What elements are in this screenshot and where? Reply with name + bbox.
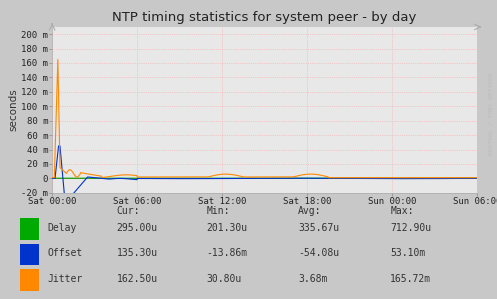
Text: 135.30u: 135.30u bbox=[117, 248, 158, 258]
Text: 162.50u: 162.50u bbox=[117, 274, 158, 284]
Text: -13.86m: -13.86m bbox=[206, 248, 248, 258]
Text: Jitter: Jitter bbox=[47, 274, 83, 284]
Text: -54.08u: -54.08u bbox=[298, 248, 339, 258]
Text: 712.90u: 712.90u bbox=[390, 223, 431, 233]
Text: Max:: Max: bbox=[390, 206, 414, 216]
FancyBboxPatch shape bbox=[20, 269, 39, 291]
Text: Avg:: Avg: bbox=[298, 206, 322, 216]
Text: 335.67u: 335.67u bbox=[298, 223, 339, 233]
Text: 165.72m: 165.72m bbox=[390, 274, 431, 284]
Text: Min:: Min: bbox=[206, 206, 230, 216]
Title: NTP timing statistics for system peer - by day: NTP timing statistics for system peer - … bbox=[112, 11, 417, 24]
FancyBboxPatch shape bbox=[20, 218, 39, 239]
Text: Delay: Delay bbox=[47, 223, 77, 233]
Text: 3.68m: 3.68m bbox=[298, 274, 328, 284]
Text: Offset: Offset bbox=[47, 248, 83, 258]
Text: 53.10m: 53.10m bbox=[390, 248, 425, 258]
FancyBboxPatch shape bbox=[20, 244, 39, 265]
Text: 201.30u: 201.30u bbox=[206, 223, 248, 233]
Y-axis label: seconds: seconds bbox=[8, 89, 18, 131]
Text: 295.00u: 295.00u bbox=[117, 223, 158, 233]
Text: Cur:: Cur: bbox=[117, 206, 140, 216]
Text: RRDTOOL / TOBI OETIKER: RRDTOOL / TOBI OETIKER bbox=[489, 72, 494, 155]
Text: 30.80u: 30.80u bbox=[206, 274, 242, 284]
